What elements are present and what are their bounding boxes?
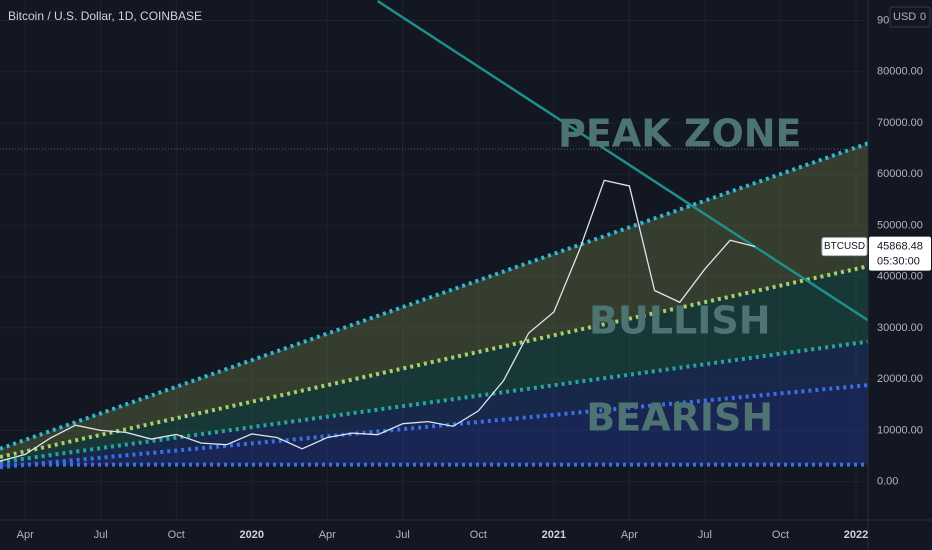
- symbol-label: BTCUSD: [824, 241, 865, 252]
- x-tick-label: 2021: [542, 529, 566, 541]
- x-tick-label: 2022: [844, 529, 868, 541]
- annotation: BEARISH: [586, 396, 773, 440]
- x-tick-label: Apr: [319, 529, 336, 541]
- x-tick-label: Apr: [17, 529, 34, 541]
- y-tick-label: 90: [877, 14, 889, 26]
- y-tick-label: 60000.00: [877, 168, 923, 180]
- x-tick-label: Oct: [772, 529, 789, 541]
- trend-line: [0, 383, 869, 470]
- countdown: 05:30:00: [877, 255, 920, 267]
- y-tick-label: 10000.00: [877, 424, 923, 436]
- y-tick-label: 30000.00: [877, 322, 923, 334]
- x-tick-label: Apr: [621, 529, 638, 541]
- scale-button[interactable]: 0: [920, 11, 926, 23]
- price-box: [869, 236, 931, 271]
- band: [0, 341, 868, 468]
- currency-button[interactable]: [889, 6, 931, 28]
- x-tick-label: Jul: [698, 529, 712, 541]
- price-line: [0, 179, 756, 462]
- annotation: BULLISH: [589, 298, 771, 342]
- x-tick-label: 2020: [240, 529, 264, 541]
- x-tick-label: Oct: [470, 529, 487, 541]
- y-tick-label: 0.00: [877, 475, 898, 487]
- trend-line: [0, 339, 869, 465]
- chart-title: Bitcoin / U.S. Dollar, 1D, COINBASE: [8, 9, 202, 23]
- y-tick-label: 80000.00: [877, 66, 923, 78]
- y-tick-label: 50000.00: [877, 219, 923, 231]
- y-tick-label: 70000.00: [877, 117, 923, 129]
- annotation: PEAK ZONE: [558, 111, 802, 155]
- trend-line: [376, 0, 869, 322]
- band: [0, 143, 868, 457]
- currency[interactable]: USD: [893, 11, 916, 23]
- trend-line: [0, 264, 869, 459]
- symbol-box: [821, 237, 868, 257]
- x-tick-label: Jul: [396, 529, 410, 541]
- x-tick-label: Jul: [94, 529, 108, 541]
- x-tick-label: Oct: [168, 529, 185, 541]
- last-price: 45868.48: [877, 240, 923, 252]
- y-tick-label: 40000.00: [877, 271, 923, 283]
- y-tick-label: 20000.00: [877, 373, 923, 385]
